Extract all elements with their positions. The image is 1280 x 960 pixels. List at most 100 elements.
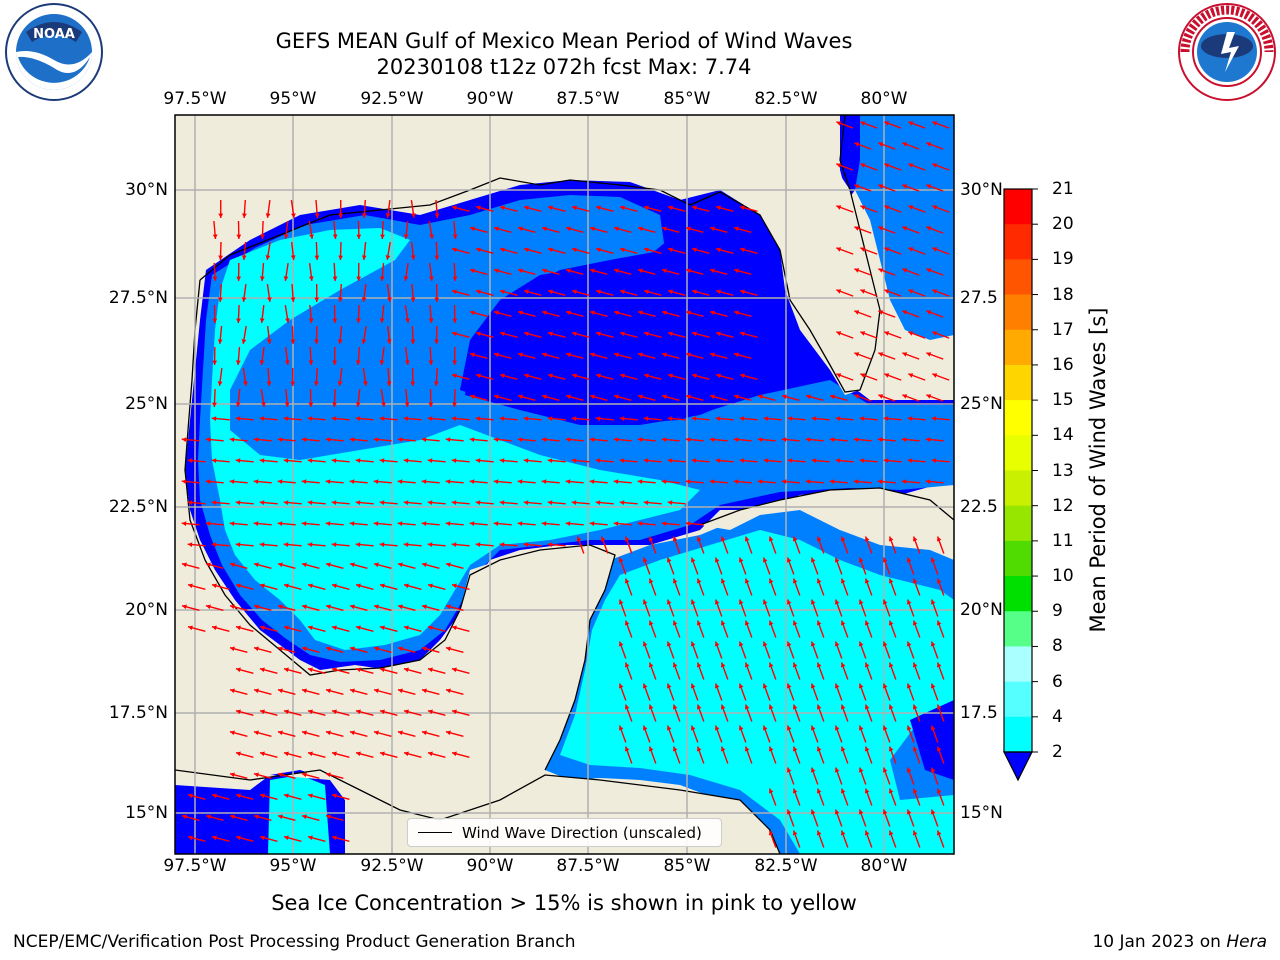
lon-label-top: 97.5°W (163, 89, 227, 109)
wind-wave-arrowhead (350, 646, 355, 652)
wind-wave-arrowhead (284, 667, 289, 673)
wind-wave-arrowhead (326, 814, 331, 820)
wind-wave-arrowhead (350, 730, 355, 736)
wind-wave-arrowhead (834, 557, 840, 563)
wind-wave-arrowhead (618, 599, 624, 605)
wind-wave-arrowhead (882, 809, 888, 815)
wind-wave-arrowhead (523, 416, 529, 421)
wind-wave-arrowhead (930, 641, 936, 647)
lon-label-bottom: 95°W (269, 856, 317, 876)
wind-wave-arrowhead (374, 562, 379, 568)
wind-wave-arrowhead (690, 557, 696, 563)
wind-wave-arrowhead (476, 373, 481, 379)
wind-wave-arrowhead (830, 394, 835, 400)
wind-wave-arrowhead (908, 373, 914, 378)
wind-wave-arrowhead (618, 725, 624, 731)
lat-label-right: 27.5 (960, 288, 998, 308)
lon-label-top: 87.5°W (556, 89, 620, 109)
wind-wave-arrowhead (260, 751, 265, 757)
wind-wave-arrowhead (637, 437, 643, 442)
wind-wave-arrowhead (648, 746, 654, 752)
wind-wave-arrowhead (781, 479, 787, 484)
wind-wave-arrowhead (888, 662, 894, 668)
wind-wave-arrowhead (469, 521, 475, 526)
wind-wave-arrowhead (314, 381, 319, 386)
wind-wave-arrowhead (355, 360, 361, 365)
wind-wave-arrowhead (361, 255, 367, 260)
wind-wave-arrowhead (283, 416, 289, 421)
wind-wave-arrowhead (858, 599, 864, 605)
wind-wave-arrowhead (379, 276, 385, 281)
wind-wave-arrowhead (236, 234, 242, 239)
wind-wave-arrowhead (355, 402, 361, 407)
wind-wave-arrowhead (691, 458, 697, 463)
footer-credit: NCEP/EMC/Verification Post Processing Pr… (13, 932, 576, 952)
wind-wave-arrowhead (858, 641, 864, 647)
wind-wave-arrowhead (338, 213, 344, 218)
wind-wave-arrowhead (672, 578, 678, 584)
wind-wave-arrowhead (816, 830, 822, 836)
wind-wave-arrowhead (668, 331, 673, 337)
wind-wave-arrowhead (638, 352, 643, 358)
wind-wave-arrowhead (906, 767, 912, 773)
wind-wave-arrowhead (476, 205, 481, 211)
wind-wave-arrowhead (566, 268, 571, 274)
colorbar-tick-label: 12 (1052, 495, 1074, 516)
wind-wave-arrowhead (187, 542, 193, 547)
wind-wave-arrowhead (685, 521, 691, 526)
colorbar-block (1004, 646, 1032, 683)
wind-wave-arrowhead (720, 746, 726, 752)
wind-wave-arrowhead (738, 599, 744, 605)
wind-wave-arrowhead (403, 234, 409, 239)
wind-wave-arrowhead (835, 416, 841, 421)
lon-label-bottom: 80°W (860, 856, 908, 876)
svg-text:NOAA: NOAA (33, 27, 75, 42)
wind-wave-arrowhead (709, 437, 715, 442)
colorbar-block (1004, 364, 1032, 401)
wind-wave-arrowhead (332, 751, 337, 757)
wind-wave-arrowhead (690, 683, 696, 689)
wind-wave-arrowhead (547, 458, 553, 463)
wind-wave-arrowhead (524, 331, 529, 337)
wind-wave-arrowhead (302, 814, 307, 820)
lon-label-top: 92.5°W (360, 89, 424, 109)
wind-wave-arrowhead (624, 746, 630, 752)
lon-label-top: 80°W (860, 89, 908, 109)
wind-wave-arrowhead (397, 479, 403, 484)
footer-date: 10 Jan 2023 on Hera (1092, 932, 1267, 952)
wind-wave-arrowhead (637, 479, 643, 484)
colorbar-title: Mean Period of Wind Waves [s] (1086, 307, 1110, 633)
wind-wave-arrowhead (469, 437, 475, 442)
wind-wave-arrowhead (542, 226, 547, 232)
wind-wave-arrowhead (877, 479, 883, 484)
wind-wave-arrowhead (307, 500, 313, 505)
colorbar-block (1004, 611, 1032, 647)
wind-wave-arrowhead (624, 704, 630, 710)
colorbar-block (1004, 540, 1032, 577)
wind-wave-arrowhead (854, 352, 860, 357)
wind-wave-arrowhead (547, 500, 553, 505)
wind-wave-arrowhead (267, 297, 272, 302)
wind-wave-arrowhead (494, 268, 499, 274)
wind-wave-arrowhead (884, 163, 890, 168)
wind-wave-arrowhead (768, 704, 774, 710)
wind-wave-arrowhead (590, 310, 595, 316)
wind-wave-arrowhead (768, 662, 774, 668)
wind-wave-arrowhead (740, 247, 745, 253)
wind-wave-arrowhead (925, 479, 931, 484)
wind-wave-arrowhead (834, 641, 840, 647)
wind-wave-arrowhead (792, 662, 798, 668)
wind-wave-arrowhead (205, 479, 211, 484)
wind-wave-arrowhead (421, 521, 427, 526)
wind-wave-arrowhead (932, 331, 938, 336)
wind-wave-arrowhead (762, 725, 768, 731)
wind-wave-arrowhead (690, 641, 696, 647)
wind-wave-arrowhead (642, 599, 648, 605)
wind-wave-arrowhead (356, 583, 361, 589)
wind-wave-arrowhead (936, 578, 942, 584)
wind-wave-arrowhead (888, 620, 894, 626)
wind-wave-arrowhead (385, 213, 391, 218)
wind-wave-arrowhead (206, 604, 211, 610)
wind-wave-arrowhead (253, 437, 259, 442)
wind-wave-arrowhead (470, 310, 475, 316)
